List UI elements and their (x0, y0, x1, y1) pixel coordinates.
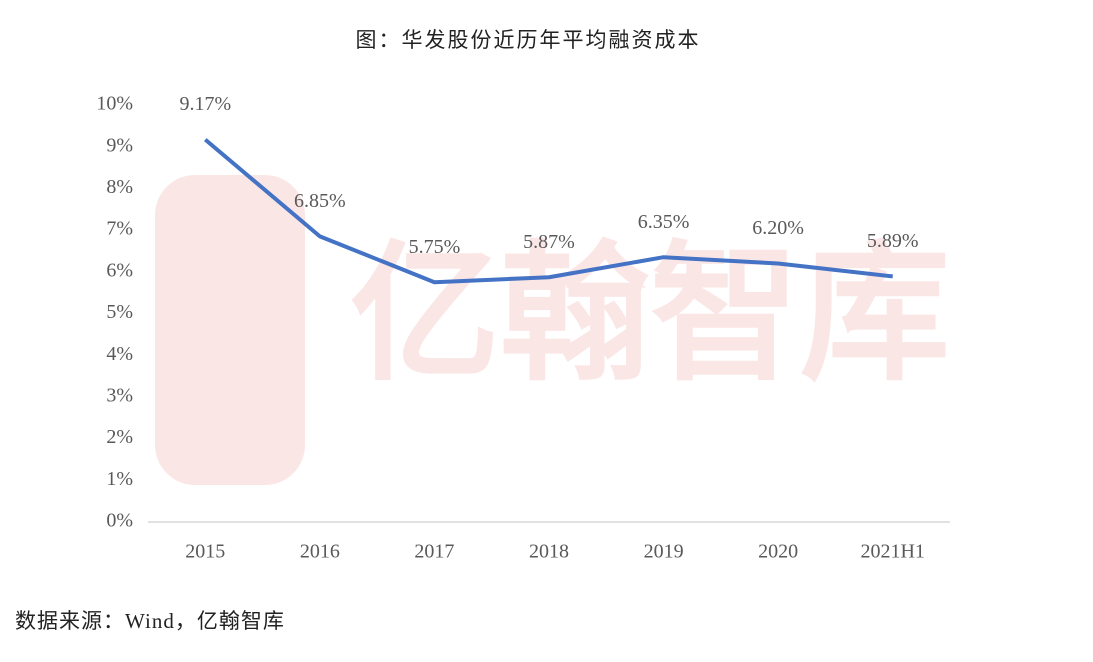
y-tick-label: 9% (106, 134, 133, 156)
x-tick-label: 2021H1 (860, 541, 924, 563)
data-line (203, 138, 893, 285)
y-tick-label: 7% (106, 218, 133, 240)
x-tick-label: 2016 (300, 541, 340, 563)
y-tick-label: 10% (96, 93, 133, 115)
y-tick-label: 2% (106, 426, 133, 448)
data-label: 5.89% (867, 230, 919, 252)
y-tick-label: 0% (106, 510, 133, 532)
data-label: 5.75% (409, 236, 461, 258)
x-tick-label: 2017 (414, 541, 454, 563)
data-label: 5.87% (523, 231, 575, 253)
y-tick-label: 4% (106, 343, 133, 365)
x-tick-label: 2015 (185, 541, 225, 563)
data-label: 9.17% (179, 93, 231, 115)
y-tick-label: 8% (106, 176, 133, 198)
source-note: 数据来源：Wind，亿翰智库 (15, 609, 285, 633)
watermark-stamp (155, 175, 305, 485)
y-tick-label: 5% (106, 301, 133, 323)
y-tick-label: 1% (106, 468, 133, 490)
x-tick-label: 2020 (758, 541, 798, 563)
x-tick-label: 2019 (644, 541, 684, 563)
data-label: 6.20% (752, 217, 804, 239)
y-tick-label: 3% (106, 384, 133, 406)
data-label: 6.35% (638, 211, 690, 233)
data-label: 6.85% (294, 190, 346, 212)
x-tick-label: 2018 (529, 541, 569, 563)
y-tick-label: 6% (106, 259, 133, 281)
chart-title: 图：华发股份近历年平均融资成本 (356, 28, 701, 52)
watermark: 亿翰智库 (350, 228, 950, 402)
